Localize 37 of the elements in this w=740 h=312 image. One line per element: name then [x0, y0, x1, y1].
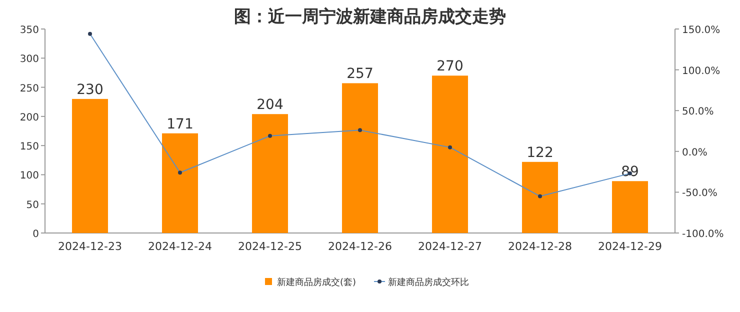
y-tick-label: 200 [20, 112, 39, 124]
x-tick-label: 2024-12-26 [328, 240, 392, 253]
y2-tick-label: 0.0% [682, 147, 708, 158]
y-tick-label: 150 [20, 142, 39, 153]
legend-label: 新建商品房成交环比 [388, 277, 470, 288]
y2-tick-label: -50.0% [682, 188, 718, 200]
bar [252, 114, 288, 233]
y-tick-label: 100 [20, 170, 39, 182]
y2-tick-label: -100.0% [682, 229, 724, 240]
bar [612, 181, 648, 233]
bar [342, 83, 378, 233]
y-tick-label: 250 [20, 83, 39, 94]
data-label: 230 [76, 82, 104, 98]
data-label: 257 [346, 66, 374, 82]
y2-tick-label: 50.0% [682, 106, 714, 118]
y2-tick-label: 150.0% [682, 25, 720, 36]
x-tick-label: 2024-12-24 [148, 240, 212, 253]
x-tick-label: 2024-12-28 [508, 240, 572, 253]
bar [72, 98, 108, 233]
bar [522, 162, 558, 233]
bar [432, 76, 468, 233]
bar [162, 133, 198, 233]
legend-label: 新建商品房成交(套) [277, 277, 356, 288]
y2-tick-label: 100.0% [682, 66, 720, 77]
y-tick-label: 300 [20, 54, 39, 66]
y-tick-label: 0 [32, 229, 39, 240]
data-label: 270 [436, 58, 464, 75]
x-tick-label: 2024-12-25 [238, 240, 302, 253]
data-label: 204 [256, 97, 284, 114]
data-label: 171 [166, 116, 194, 132]
x-tick-label: 2024-12-23 [58, 240, 122, 253]
y-tick-label: 350 [20, 25, 39, 36]
data-label: 122 [526, 144, 554, 161]
x-tick-label: 2024-12-27 [418, 240, 482, 253]
chart-title: 图：近一周宁波新建商品房成交走势 [234, 7, 506, 27]
y-tick-label: 50 [26, 200, 39, 211]
x-tick-label: 2024-12-29 [598, 240, 662, 253]
